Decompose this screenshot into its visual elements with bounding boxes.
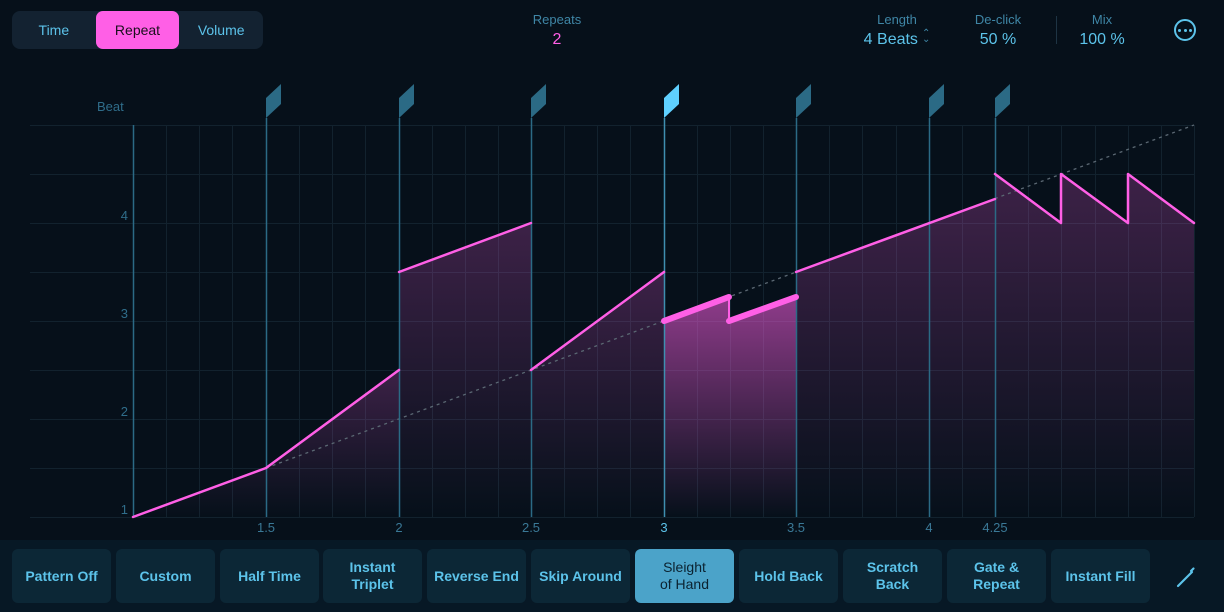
x-tick: 3.5 xyxy=(786,520,806,535)
y-tick: 2 xyxy=(120,404,128,419)
more-options-icon[interactable] xyxy=(1174,19,1196,41)
curve-fill xyxy=(133,174,1194,517)
declick-control[interactable]: De-click 50 % xyxy=(963,12,1033,49)
mix-value[interactable]: 100 % xyxy=(1079,31,1125,48)
mode-segmented-control: Time Repeat Volume xyxy=(12,11,263,49)
x-tick-current: 3 xyxy=(660,520,668,535)
x-tick: 1.5 xyxy=(256,520,276,535)
marker-flag-icon xyxy=(530,84,546,517)
declick-value[interactable]: 50 % xyxy=(979,31,1017,48)
marker-flag-icon xyxy=(398,84,414,517)
divider xyxy=(1056,16,1057,44)
x-tick: 2 xyxy=(395,520,403,535)
preset-instant-triplet[interactable]: Instant Triplet xyxy=(323,549,422,603)
y-tick: 4 xyxy=(120,208,128,223)
repeats-value[interactable]: 2 xyxy=(552,31,562,48)
x-tick: 2.5 xyxy=(521,520,541,535)
declick-label: De-click xyxy=(974,12,1022,27)
marker-flag-icon xyxy=(265,84,281,517)
tab-volume[interactable]: Volume xyxy=(197,22,245,38)
preset-reverse-end[interactable]: Reverse End xyxy=(427,549,526,603)
repeat-curve xyxy=(131,172,1196,519)
repeats-control[interactable]: Repeats 2 xyxy=(527,12,587,49)
preset-half-time[interactable]: Half Time xyxy=(220,549,319,603)
beat-markers[interactable] xyxy=(265,84,1010,517)
y-tick: 1 xyxy=(120,502,128,517)
preset-sleight-of-hand[interactable]: Sleight of Hand xyxy=(635,549,734,603)
repeats-label: Repeats xyxy=(532,12,582,27)
preset-bar: Pattern Off Custom Half Time Instant Tri… xyxy=(0,540,1224,612)
tab-repeat[interactable]: Repeat xyxy=(95,11,180,49)
length-value[interactable]: 4 Beats xyxy=(863,31,918,48)
y-tick: 3 xyxy=(120,306,128,321)
updown-chevron-icon[interactable]: ⌃ ⌄ xyxy=(921,28,931,45)
preset-pattern-off[interactable]: Pattern Off xyxy=(12,549,111,603)
marker-flag-active-icon xyxy=(663,84,679,517)
preset-skip-around[interactable]: Skip Around xyxy=(531,549,630,603)
mix-label: Mix xyxy=(1091,12,1113,27)
preset-scratch-back[interactable]: Scratch Back xyxy=(843,549,942,603)
preset-custom[interactable]: Custom xyxy=(116,549,215,603)
preset-gate-repeat[interactable]: Gate & Repeat xyxy=(947,549,1046,603)
pencil-icon[interactable] xyxy=(1174,566,1198,590)
repeat-graph[interactable] xyxy=(0,0,1224,540)
length-label: Length xyxy=(877,12,917,27)
x-tick: 4 xyxy=(925,520,933,535)
length-control[interactable]: Length 4 Beats ⌃ ⌄ xyxy=(852,12,942,49)
preset-hold-back[interactable]: Hold Back xyxy=(739,549,838,603)
x-tick: 4.25 xyxy=(982,520,1008,535)
marker-flag-icon xyxy=(928,84,944,517)
marker-flag-icon xyxy=(795,84,811,517)
mix-control[interactable]: Mix 100 % xyxy=(1067,12,1137,49)
y-axis-label: Beat xyxy=(97,99,124,114)
preset-instant-fill[interactable]: Instant Fill xyxy=(1051,549,1150,603)
tab-time[interactable]: Time xyxy=(38,22,70,38)
marker-flag-icon xyxy=(994,84,1010,517)
